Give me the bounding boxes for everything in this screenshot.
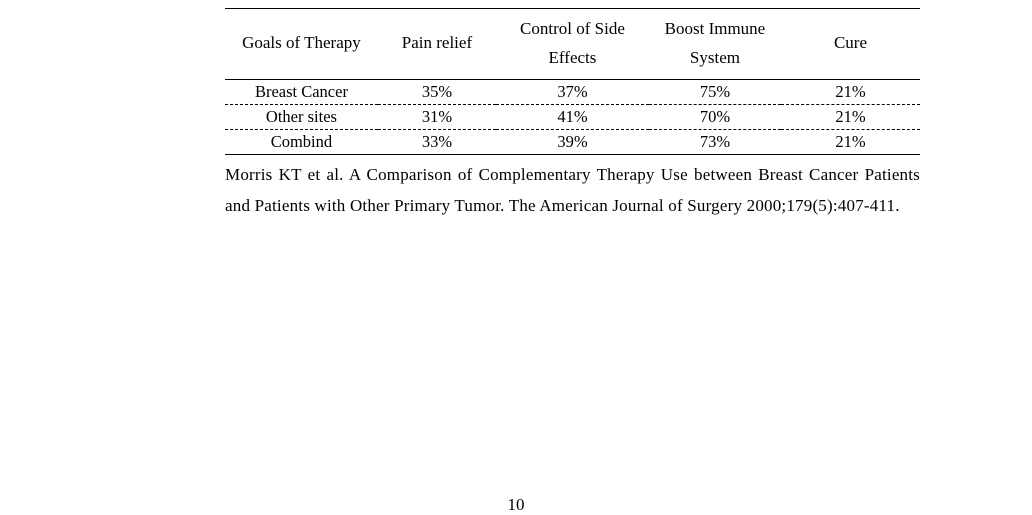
row-label: Other sites xyxy=(225,104,378,129)
column-header-immune: Boost Immune System xyxy=(649,9,781,80)
row-label: Combind xyxy=(225,129,378,154)
cell-value: 33% xyxy=(378,129,496,154)
column-header-side-effects: Control of Side Effects xyxy=(496,9,649,80)
cell-value: 39% xyxy=(496,129,649,154)
table-row: Other sites 31% 41% 70% 21% xyxy=(225,104,920,129)
page-number: 10 xyxy=(508,495,525,515)
table-row: Combind 33% 39% 73% 21% xyxy=(225,129,920,154)
cell-value: 37% xyxy=(496,79,649,104)
citation-text: Morris KT et al. A Comparison of Complem… xyxy=(225,159,920,222)
cell-value: 21% xyxy=(781,79,920,104)
cell-value: 75% xyxy=(649,79,781,104)
cell-value: 70% xyxy=(649,104,781,129)
row-label: Breast Cancer xyxy=(225,79,378,104)
column-header-goals: Goals of Therapy xyxy=(225,9,378,80)
table-row: Breast Cancer 35% 37% 75% 21% xyxy=(225,79,920,104)
column-header-cure: Cure xyxy=(781,9,920,80)
cell-value: 73% xyxy=(649,129,781,154)
cell-value: 41% xyxy=(496,104,649,129)
cell-value: 35% xyxy=(378,79,496,104)
cell-value: 31% xyxy=(378,104,496,129)
column-header-pain-relief: Pain relief xyxy=(378,9,496,80)
cell-value: 21% xyxy=(781,129,920,154)
therapy-goals-table: Goals of Therapy Pain relief Control of … xyxy=(225,8,920,155)
table-header-row: Goals of Therapy Pain relief Control of … xyxy=(225,9,920,80)
cell-value: 21% xyxy=(781,104,920,129)
